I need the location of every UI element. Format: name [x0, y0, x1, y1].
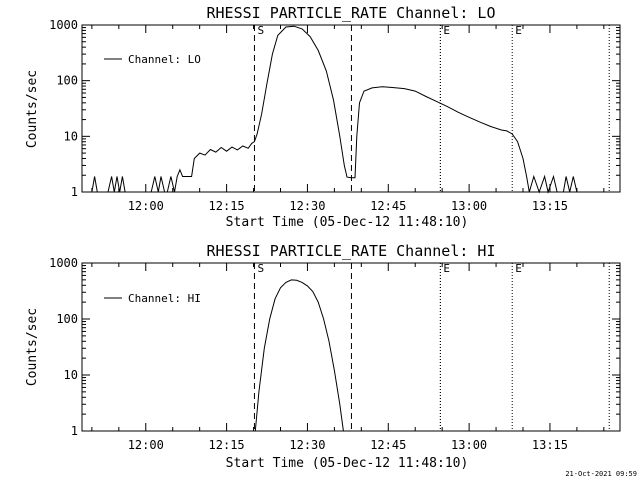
- generated-timestamp: 21-Oct-2021 09:59: [565, 470, 637, 478]
- lo-x-tick-label: 12:00: [128, 199, 164, 213]
- hi-marker-label: E: [443, 262, 450, 275]
- hi-axis-ticks: 12:00 12:15 12:30 12:45 13:00 13:15 1 10 100 1000: [49, 256, 620, 452]
- lo-y-tick-label: 1000: [49, 18, 78, 32]
- hi-y-tick-label: 1: [71, 424, 78, 438]
- lo-y-tick-label: 10: [64, 129, 78, 143]
- lo-axis-ticks: 12:00 12:15 12:30 12:45 13:00 13:15 1 10 100 1000: [49, 18, 620, 213]
- hi-y-axis-label: Counts/sec: [25, 308, 40, 386]
- hi-marker-label: S: [257, 262, 264, 275]
- lo-x-tick-label: 12:15: [209, 199, 245, 213]
- hi-x-tick-label: 12:45: [370, 438, 406, 452]
- lo-y-tick-label: 100: [56, 74, 78, 88]
- hi-series-line: [254, 279, 344, 432]
- lo-series-line: [82, 25, 620, 194]
- hi-legend-label: Channel: HI: [128, 292, 201, 305]
- hi-x-tick-label: 13:00: [451, 438, 487, 452]
- hi-y-tick-label: 10: [64, 368, 78, 382]
- hi-chart-title: RHESSI PARTICLE_RATE Channel: HI: [207, 242, 496, 260]
- lo-marker-label: S: [257, 24, 264, 37]
- lo-x-tick-label: 12:45: [370, 199, 406, 213]
- lo-y-axis-label: Counts/sec: [25, 70, 40, 148]
- hi-x-tick-label: 12:30: [289, 438, 325, 452]
- lo-x-tick-label: 12:30: [289, 199, 325, 213]
- hi-x-tick-label: 12:00: [128, 438, 164, 452]
- lo-time-markers: ES E: [253, 24, 610, 192]
- hi-x-tick-label: 12:15: [209, 438, 245, 452]
- lo-legend-label: Channel: LO: [128, 53, 201, 66]
- lo-x-axis-label: Start Time (05-Dec-12 11:48:10): [226, 215, 469, 230]
- lo-x-tick-label: 13:15: [532, 199, 568, 213]
- hi-x-axis-label: Start Time (05-Dec-12 11:48:10): [226, 456, 469, 471]
- lo-y-tick-label: 1: [71, 185, 78, 199]
- hi-y-tick-label: 1000: [49, 256, 78, 270]
- lo-chart-title: RHESSI PARTICLE_RATE Channel: LO: [207, 4, 496, 22]
- hi-channel-panel: RHESSI PARTICLE_RATE Channel: HI Counts/…: [25, 242, 621, 471]
- lo-channel-panel: RHESSI PARTICLE_RATE Channel: LO Counts/…: [25, 4, 621, 230]
- hi-y-tick-label: 100: [56, 312, 78, 326]
- hi-marker-label: E: [515, 262, 522, 275]
- hi-x-tick-label: 13:15: [532, 438, 568, 452]
- lo-x-tick-label: 13:00: [451, 199, 487, 213]
- lo-marker-label: E: [515, 24, 522, 37]
- hi-time-markers: ES E: [253, 262, 610, 431]
- lo-marker-label: E: [443, 24, 450, 37]
